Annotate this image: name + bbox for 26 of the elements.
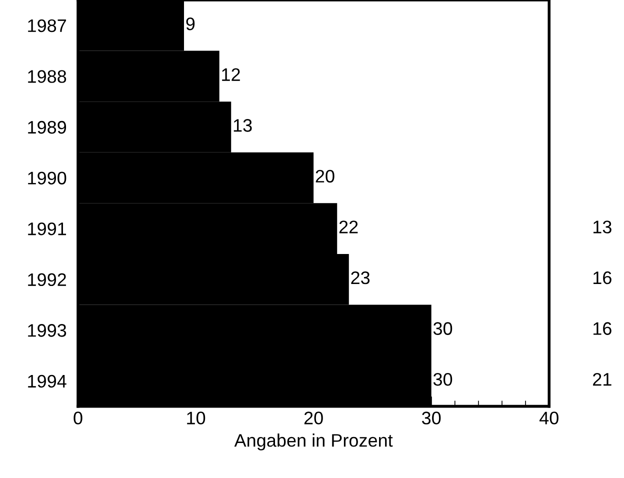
- data-label: 13: [234, 119, 252, 132]
- text: 21: [593, 372, 612, 386]
- y-tick-label: 1993: [28, 324, 66, 337]
- text: 13: [593, 220, 612, 234]
- data-label: 23: [351, 271, 370, 284]
- y-tick-label: 1989: [28, 120, 66, 134]
- data-label: 20: [316, 170, 334, 183]
- y-tick-label: 1991: [28, 222, 66, 236]
- text: 16: [593, 271, 612, 284]
- data-label: 12: [222, 68, 240, 81]
- x-axis-title: Angaben in Prozent: [234, 434, 393, 450]
- x-tick-label: 30: [422, 412, 441, 424]
- data-label: 9: [186, 17, 195, 30]
- data-label: 30: [433, 322, 452, 335]
- x-tick-label: 20: [304, 412, 323, 424]
- y-tick-label: 1992: [28, 273, 66, 286]
- y-tick-label: 1988: [28, 70, 66, 83]
- data-label: 30: [433, 372, 452, 386]
- x-tick-label: 10: [187, 412, 206, 424]
- y-tick-label: 1994: [28, 374, 66, 388]
- text: 16: [593, 322, 612, 335]
- y-tick-label: 1987: [28, 19, 66, 32]
- data-label: 22: [339, 220, 358, 234]
- x-tick-label: 40: [539, 412, 558, 424]
- x-tick-label: 0: [74, 412, 82, 424]
- y-tick-label: 1990: [28, 172, 66, 184]
